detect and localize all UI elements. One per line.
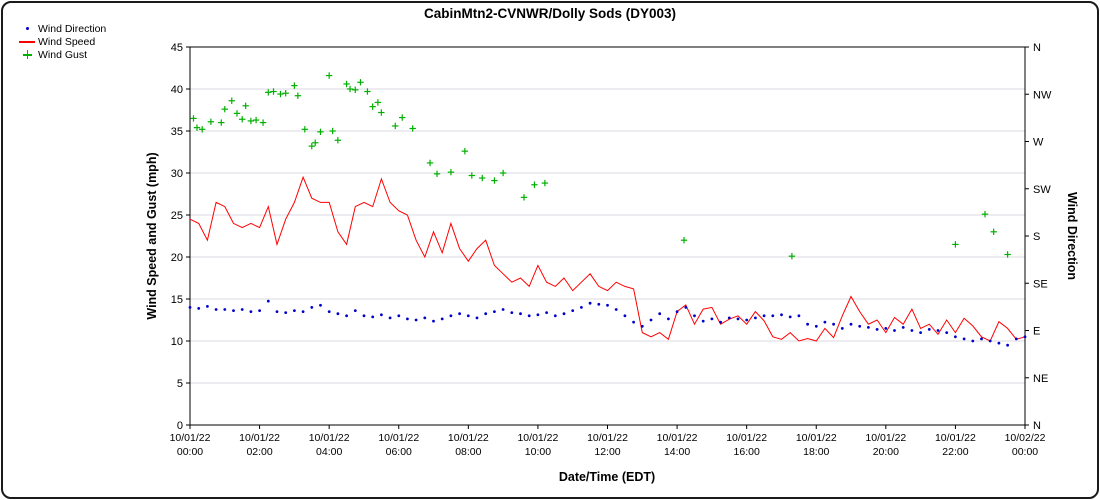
svg-text:30: 30 [171, 168, 183, 180]
svg-text:02:00: 02:00 [246, 446, 272, 458]
svg-text:10/01/22: 10/01/22 [448, 432, 489, 444]
right-axis-label: Wind Direction [1065, 191, 1079, 281]
svg-text:NE: NE [1033, 373, 1048, 385]
svg-text:35: 35 [171, 126, 183, 138]
svg-text:10/01/22: 10/01/22 [726, 432, 767, 444]
svg-text:40: 40 [171, 84, 183, 96]
svg-text:N: N [1033, 42, 1041, 54]
svg-text:22:00: 22:00 [942, 446, 968, 458]
svg-text:06:00: 06:00 [386, 446, 412, 458]
svg-text:12:00: 12:00 [594, 446, 620, 458]
svg-text:N: N [1033, 420, 1041, 432]
svg-text:15: 15 [171, 294, 183, 306]
svg-text:10/01/22: 10/01/22 [378, 432, 419, 444]
svg-text:10/01/22: 10/01/22 [517, 432, 558, 444]
svg-text:10/01/22: 10/01/22 [239, 432, 280, 444]
svg-text:W: W [1033, 137, 1044, 149]
svg-text:04:00: 04:00 [316, 446, 342, 458]
svg-text:20:00: 20:00 [873, 446, 899, 458]
svg-text:00:00: 00:00 [177, 446, 203, 458]
legend-item-wind-speed: Wind Speed [16, 35, 106, 48]
svg-text:10/01/22: 10/01/22 [587, 432, 628, 444]
x-axis-label: Date/Time (EDT) [558, 470, 656, 484]
svg-text:08:00: 08:00 [455, 446, 481, 458]
wind-speed-marker-icon [19, 40, 35, 43]
svg-text:10/01/22: 10/01/22 [657, 432, 698, 444]
svg-text:0: 0 [177, 420, 183, 432]
svg-text:25: 25 [171, 210, 183, 222]
svg-text:NW: NW [1033, 89, 1052, 101]
svg-text:10: 10 [171, 336, 183, 348]
legend-label-wind-direction: Wind Direction [38, 22, 107, 35]
svg-text:10/02/22: 10/02/22 [1005, 432, 1046, 444]
svg-text:E: E [1033, 326, 1040, 338]
svg-text:45: 45 [171, 42, 183, 54]
legend-item-wind-gust: Wind Gust [16, 48, 106, 61]
svg-text:10/01/22: 10/01/22 [935, 432, 976, 444]
svg-text:10:00: 10:00 [525, 446, 551, 458]
svg-text:18:00: 18:00 [803, 446, 829, 458]
svg-text:SE: SE [1033, 278, 1048, 290]
svg-text:10/01/22: 10/01/22 [170, 432, 211, 444]
svg-text:S: S [1033, 231, 1040, 243]
chart-title: CabinMtn2-CVNWR/Dolly Sods (DY003) [423, 6, 677, 21]
legend-label-wind-speed: Wind Speed [38, 35, 96, 48]
legend-item-wind-direction: Wind Direction [16, 22, 106, 35]
svg-text:5: 5 [177, 378, 183, 390]
wind-direction-marker-icon [25, 27, 29, 30]
svg-text:16:00: 16:00 [734, 446, 760, 458]
svg-text:20: 20 [171, 252, 183, 264]
svg-text:14:00: 14:00 [664, 446, 690, 458]
svg-text:10/01/22: 10/01/22 [796, 432, 837, 444]
wind-gust-marker-icon [22, 50, 32, 59]
chart-legend: Wind Direction Wind Speed Wind Gust [16, 22, 106, 61]
svg-text:00:00: 00:00 [1012, 446, 1038, 458]
svg-text:10/01/22: 10/01/22 [309, 432, 350, 444]
legend-label-wind-gust: Wind Gust [38, 48, 88, 61]
svg-text:10/01/22: 10/01/22 [865, 432, 906, 444]
svg-text:SW: SW [1033, 184, 1051, 196]
left-axis-label: Wind Speed and Gust (mph) [145, 152, 159, 320]
